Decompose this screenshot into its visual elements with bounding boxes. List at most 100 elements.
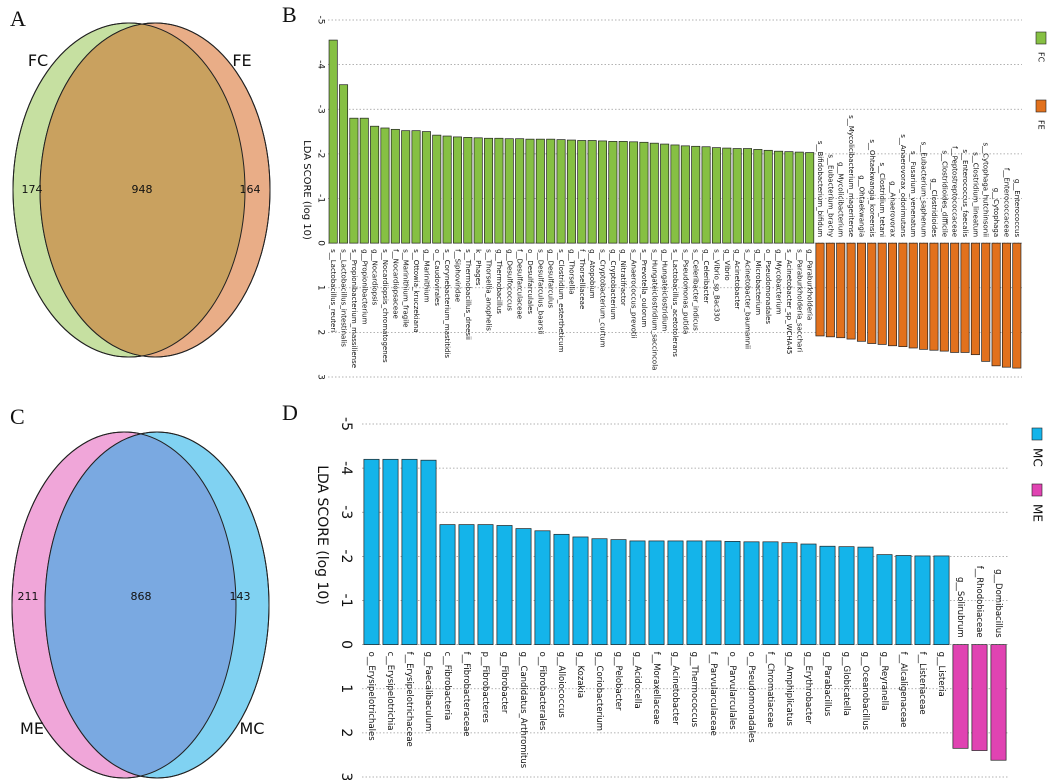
bar: [566, 139, 576, 244]
bar: [914, 555, 931, 645]
bar: [686, 540, 703, 645]
bar: [535, 138, 545, 244]
category-label: g__Propionibacterium: [360, 249, 368, 324]
legend-label: FE: [1037, 120, 1046, 130]
legend-label: MC: [1031, 448, 1045, 467]
y-tick-label: 2: [338, 728, 354, 737]
category-label: f__Moraxellaceae: [651, 652, 661, 725]
bar: [971, 644, 988, 751]
legend-swatch: [1035, 31, 1047, 45]
category-label: s__Acinetobacter_baumannii: [744, 249, 752, 349]
category-label: f__Listeriaceae: [917, 652, 927, 715]
category-label: s__Lactobacillus_reuteri: [329, 249, 337, 332]
legend-label: ME: [1031, 504, 1045, 522]
bar: [838, 546, 855, 645]
bar: [639, 141, 649, 244]
bar: [648, 540, 665, 645]
bar: [339, 84, 349, 244]
bar: [610, 539, 627, 645]
bar: [463, 137, 473, 244]
y-axis-title: LDA SCORE (log 10): [301, 140, 312, 240]
bar: [876, 554, 893, 645]
venn-set-name: ME: [20, 719, 44, 738]
bar: [452, 136, 462, 244]
category-label: f__Parvularculaceae: [708, 652, 718, 736]
category-label: g__Desulfococcus: [505, 249, 513, 311]
category-label: g__Vibrio: [723, 249, 731, 281]
category-label: o__Pseudomonadales: [746, 652, 756, 744]
category-label: s__Thermobacillus_dreesii: [464, 249, 472, 340]
bar: [401, 130, 411, 244]
bar: [546, 138, 556, 244]
y-tick-label: -5: [316, 16, 326, 25]
category-label: g__Cryptobacterium: [609, 249, 617, 320]
category-label: g__Enterococcus: [1013, 179, 1021, 238]
bar: [732, 148, 742, 244]
legend-label: FC: [1037, 52, 1046, 63]
bar: [618, 141, 628, 244]
bar: [534, 530, 551, 645]
bar: [494, 137, 504, 244]
category-label: s__Thorsellia_anophelis: [485, 249, 493, 331]
category-label: g__Thermobacillus: [495, 249, 503, 314]
bar: [711, 147, 721, 244]
legend-swatch: [1035, 99, 1047, 113]
category-label: g__Faecalibaculum: [423, 652, 433, 732]
category-label: g__Acidocella: [632, 652, 642, 709]
category-label: g__Microbacterium: [754, 249, 762, 315]
bar: [473, 137, 483, 244]
y-tick-label: 3: [316, 374, 326, 380]
bar: [484, 137, 494, 244]
bar: [701, 146, 711, 244]
bar: [856, 242, 866, 342]
y-tick-label: 1: [338, 684, 354, 693]
bar: [328, 39, 338, 244]
category-label: s__Ohtaekwangia_koreensis: [868, 139, 876, 237]
category-label: g__Desulfarculus: [547, 249, 555, 308]
category-label: s__Desulfarculus_baarsii: [536, 249, 544, 334]
category-label: o__Desulfarculales: [526, 249, 534, 314]
bar: [496, 525, 513, 645]
bar: [649, 142, 659, 244]
category-label: g__Alloiococcus: [556, 652, 566, 719]
category-label: s__Anaerovorax_odorimutans: [899, 134, 907, 237]
bar: [608, 141, 618, 244]
category-label: f__Desulfarculaceae: [516, 249, 524, 319]
category-label: g__Marinithium: [422, 249, 430, 303]
category-label: p__Fibrobacteres: [480, 652, 490, 724]
bar: [919, 242, 929, 350]
category-label: g__Erythrobacter: [803, 652, 813, 725]
bar: [960, 242, 970, 353]
venn-outline: [44, 431, 270, 779]
y-tick-label: 2: [316, 330, 326, 336]
category-label: k__Phages: [474, 249, 482, 286]
bar: [722, 147, 732, 244]
category-label: f__Enterococcaceae: [1002, 168, 1010, 237]
y-tick-label: 0: [338, 640, 354, 649]
category-label: s__Clostridioides_difficile: [940, 150, 948, 237]
category-label: s__Cryptobacterium_curtum: [598, 249, 606, 348]
bar: [420, 459, 437, 645]
bar: [421, 131, 431, 244]
panel-letter: C: [10, 404, 25, 429]
bar: [800, 543, 817, 645]
bar: [815, 242, 825, 337]
y-tick-label: 3: [338, 773, 354, 780]
category-label: g__Clostridioides: [930, 178, 938, 237]
bar: [743, 148, 753, 244]
category-label: g__Thorsellia: [567, 249, 575, 294]
category-label: s__Clostridium_tetani: [878, 163, 886, 238]
category-label: g__Cytophaga: [992, 188, 1000, 237]
category-label: f__Chromatiaceae: [765, 652, 775, 728]
venn-set-name: FE: [232, 51, 251, 70]
bar: [857, 546, 874, 645]
category-label: g__Paraburkholderia: [806, 249, 814, 320]
bar: [515, 138, 525, 244]
category-label: s__Propionibacterium_massiliense: [350, 249, 358, 368]
category-label: g__Candidatus_Arthromitus: [518, 652, 528, 769]
legend-swatch: [1031, 427, 1043, 441]
bar: [895, 555, 912, 645]
category-label: f__Thorselliaceae: [578, 249, 586, 309]
category-label: s__Bifidobacterium_bifidum: [816, 141, 824, 237]
category-label: s__Pseudomonas_putida: [681, 249, 689, 334]
